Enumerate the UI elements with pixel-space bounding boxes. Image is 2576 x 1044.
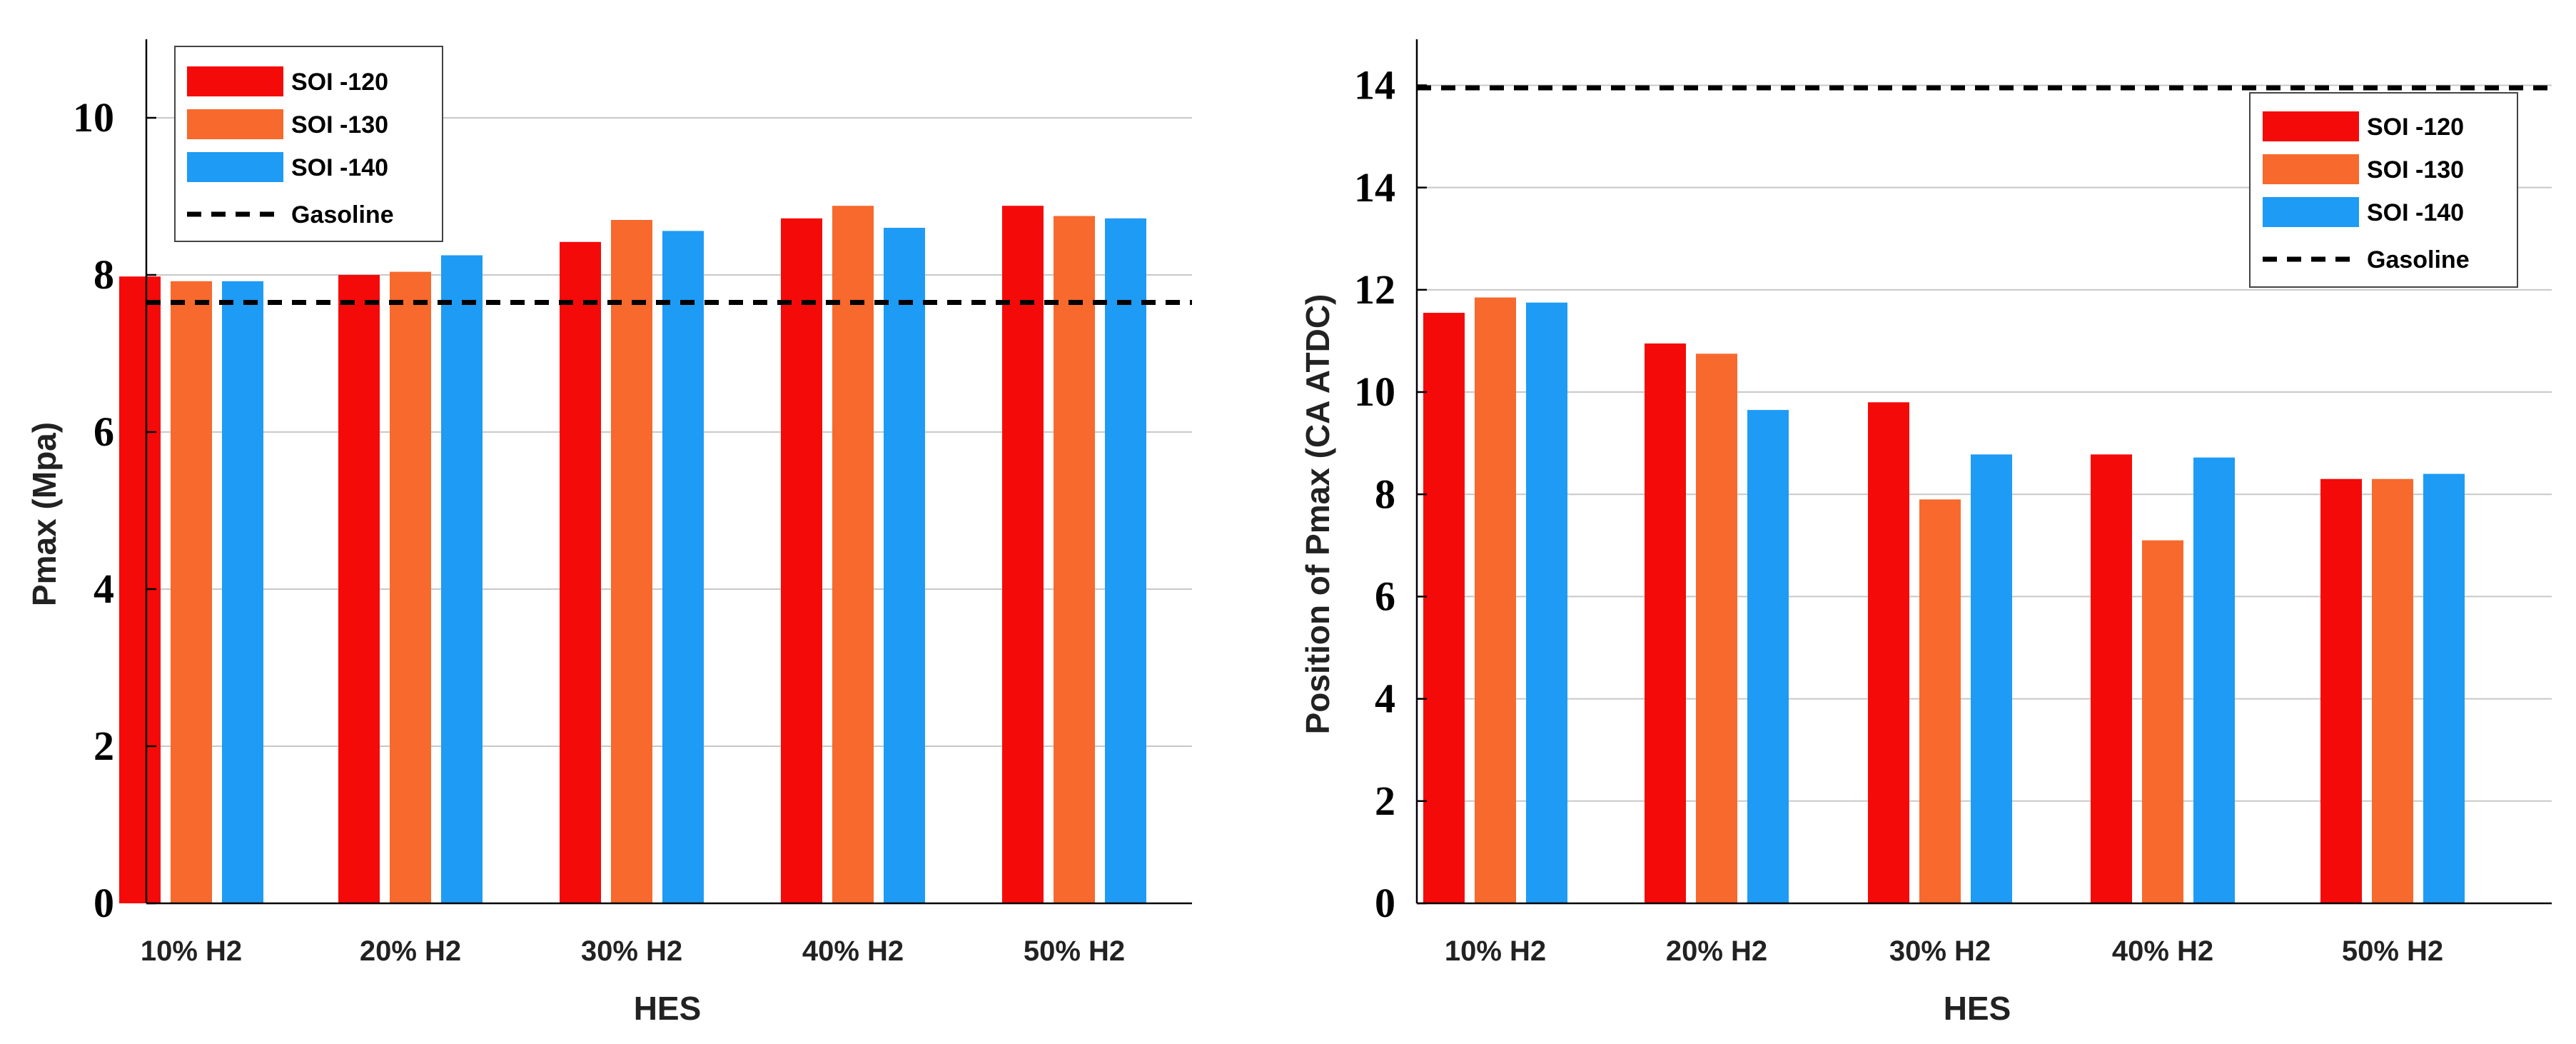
- y-tick-label: 8: [1375, 471, 1395, 517]
- pmax-y-ticks: 0 2 4 6 8 10: [73, 94, 156, 926]
- legend-swatch-soi-140: [187, 152, 283, 182]
- position-legend: SOI -120 SOI -130 SOI -140 Gasoline: [2249, 92, 2518, 288]
- bar-soi-140-50-h2: [1105, 218, 1146, 903]
- position-y-ticks: 0 2 4 6 8 10 12 14 14: [1354, 62, 1427, 926]
- x-tick-label: 50% H2: [1024, 935, 1125, 967]
- bar-soi-120-20-h2: [338, 275, 380, 903]
- pmax-chart: 0 2 4 6 8 10 10% H2 20% H2 30% H2 40% H2 50% H2 H…: [26, 39, 1192, 1027]
- bar-soi-120-20-h2: [1645, 343, 1686, 903]
- y-tick-label: 2: [1375, 778, 1395, 824]
- bar-soi-130-20-h2: [390, 271, 431, 904]
- pmax-bars: [119, 206, 1146, 904]
- bar-soi-140-40-h2: [2193, 457, 2235, 903]
- position-x-axis-label: HES: [1944, 990, 2011, 1027]
- bar-soi-130-50-h2: [1054, 216, 1095, 903]
- x-tick-label: 30% H2: [1889, 935, 1991, 967]
- x-tick-label: 30% H2: [581, 935, 682, 967]
- bar-soi-120-30-h2: [560, 241, 601, 903]
- bar-soi-140-10-h2: [222, 281, 263, 903]
- bar-soi-140-10-h2: [1526, 302, 1567, 904]
- legend-swatch-soi-140: [2263, 197, 2359, 227]
- x-tick-label: 20% H2: [1666, 935, 1767, 967]
- legend-label-gasoline: Gasoline: [2367, 246, 2470, 273]
- y-tick-label: 12: [1354, 266, 1395, 313]
- pmax-position-chart: 0 2 4 6 8 10 12 14 14 10% H2 20% H2 30% H2 40% H2 50…: [1299, 39, 2552, 1027]
- bar-soi-140-40-h2: [884, 228, 925, 903]
- x-tick-label: 40% H2: [2112, 935, 2213, 967]
- legend-swatch-soi-130: [2263, 154, 2359, 184]
- legend-label-soi-130: SOI -130: [291, 111, 388, 139]
- bar-soi-140-50-h2: [2423, 473, 2465, 903]
- pmax-y-axis-label: Pmax (Mpa): [26, 422, 63, 606]
- legend-swatch-soi-130: [187, 109, 283, 139]
- y-tick-label: 4: [94, 566, 114, 612]
- bar-soi-120-40-h2: [2091, 454, 2132, 903]
- bar-soi-130-20-h2: [1696, 353, 1737, 903]
- position-bars: [1423, 297, 2465, 904]
- bar-soi-140-20-h2: [1747, 410, 1789, 903]
- x-tick-label: 10% H2: [141, 935, 242, 967]
- bar-soi-140-30-h2: [1971, 454, 2012, 903]
- position-x-ticks: 10% H2 20% H2 30% H2 40% H2 50% H2: [1445, 935, 2443, 967]
- x-tick-label: 10% H2: [1445, 935, 1546, 967]
- y-tick-label: 10: [1354, 368, 1395, 415]
- y-tick-label: 0: [94, 880, 114, 926]
- x-tick-label: 50% H2: [2342, 935, 2443, 967]
- x-tick-label: 20% H2: [360, 935, 461, 967]
- pmax-legend: SOI -120 SOI -130 SOI -140 Gasoline: [174, 46, 443, 242]
- bar-soi-130-50-h2: [2372, 478, 2413, 903]
- legend-label-soi-120: SOI -120: [291, 69, 388, 96]
- y-tick-label: 10: [73, 94, 114, 141]
- legend-label-soi-120: SOI -120: [2367, 114, 2464, 141]
- position-y-axis-label: Position of Pmax (CA ATDC): [1299, 294, 1336, 735]
- bar-soi-130-10-h2: [1475, 297, 1516, 903]
- y-tick-label: 14: [1354, 164, 1395, 211]
- y-tick-label: 0: [1375, 880, 1395, 926]
- y-tick-label: 2: [94, 723, 114, 769]
- legend-label-soi-130: SOI -130: [2367, 156, 2464, 184]
- bar-soi-130-40-h2: [2142, 540, 2183, 903]
- legend-label-soi-140: SOI -140: [291, 154, 388, 181]
- legend-swatch-soi-120: [187, 66, 283, 96]
- y-tick-label: 6: [94, 408, 114, 455]
- bar-soi-130-30-h2: [611, 220, 652, 903]
- y-tick-label: 8: [94, 251, 114, 298]
- y-tick-label: 4: [1375, 676, 1395, 722]
- legend-swatch-soi-120: [2263, 111, 2359, 141]
- bar-soi-130-30-h2: [1919, 499, 1961, 903]
- bar-soi-140-30-h2: [662, 231, 704, 903]
- bar-soi-120-50-h2: [1002, 206, 1044, 903]
- bar-soi-130-40-h2: [832, 206, 874, 903]
- y-tick-label: 14: [1354, 62, 1395, 109]
- pmax-x-axis-label: HES: [634, 990, 702, 1027]
- bar-soi-120-10-h2: [1423, 313, 1465, 903]
- legend-label-gasoline: Gasoline: [291, 201, 394, 229]
- x-tick-label: 40% H2: [802, 935, 904, 967]
- bar-soi-130-10-h2: [171, 281, 212, 903]
- bar-soi-120-50-h2: [2320, 478, 2362, 903]
- legend-label-soi-140: SOI -140: [2367, 199, 2464, 226]
- pmax-x-ticks: 10% H2 20% H2 30% H2 40% H2 50% H2: [141, 935, 1125, 967]
- bar-soi-120-30-h2: [1868, 402, 1909, 903]
- y-tick-label: 6: [1375, 573, 1395, 620]
- bar-soi-120-40-h2: [781, 218, 822, 903]
- bar-soi-140-20-h2: [441, 255, 483, 903]
